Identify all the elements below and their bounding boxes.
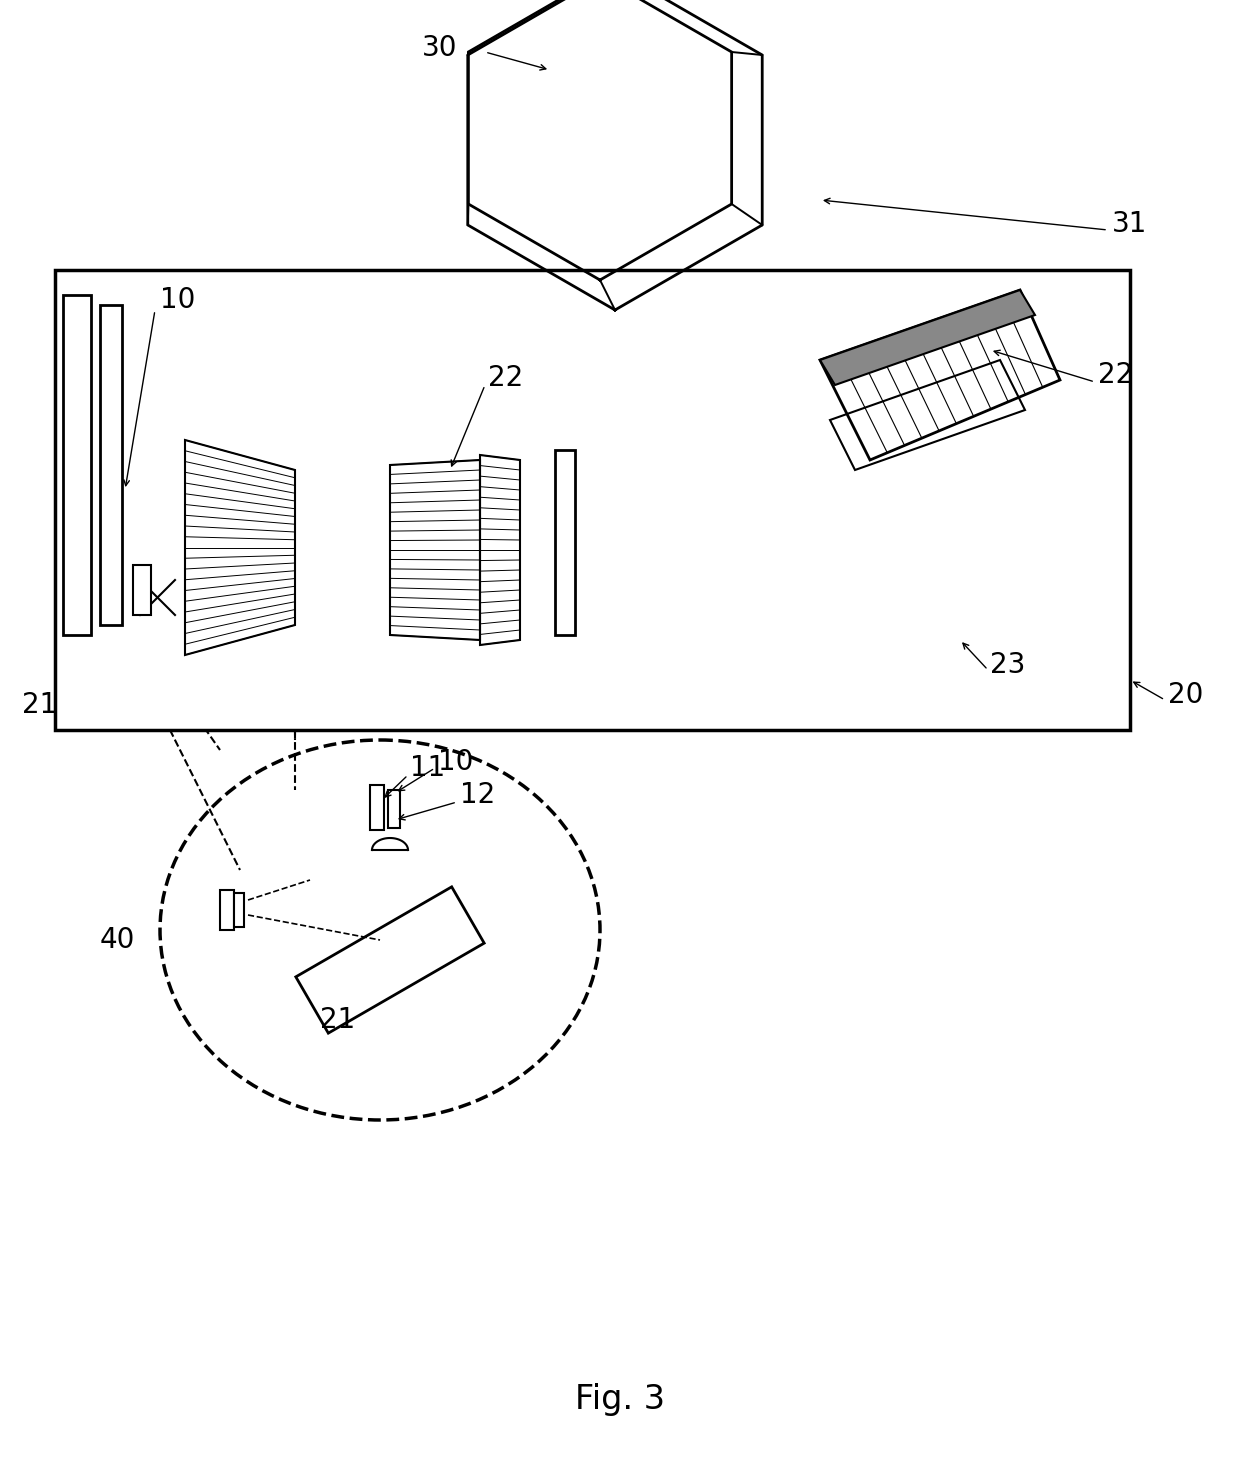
Text: 21: 21 [22, 692, 57, 719]
Bar [234, 893, 244, 927]
Text: 30: 30 [422, 34, 458, 61]
Bar [388, 789, 401, 827]
Text: 12: 12 [460, 781, 495, 808]
Bar [219, 890, 234, 930]
Text: 10: 10 [160, 287, 196, 314]
Text: 20: 20 [1168, 681, 1203, 709]
Text: 10: 10 [438, 749, 474, 776]
Text: 40: 40 [100, 925, 135, 955]
Text: 21: 21 [320, 1006, 355, 1034]
Bar [370, 785, 384, 830]
Text: 22: 22 [489, 364, 523, 392]
Bar [556, 450, 575, 635]
Text: 23: 23 [990, 651, 1025, 678]
Text: 31: 31 [1112, 211, 1147, 238]
Bar [63, 295, 91, 635]
Bar [100, 306, 122, 624]
Polygon shape [820, 289, 1035, 385]
Text: Fig. 3: Fig. 3 [575, 1383, 665, 1417]
Bar [133, 564, 151, 616]
Text: 11: 11 [410, 754, 445, 782]
Bar [55, 270, 1130, 730]
Text: 22: 22 [1097, 361, 1133, 389]
